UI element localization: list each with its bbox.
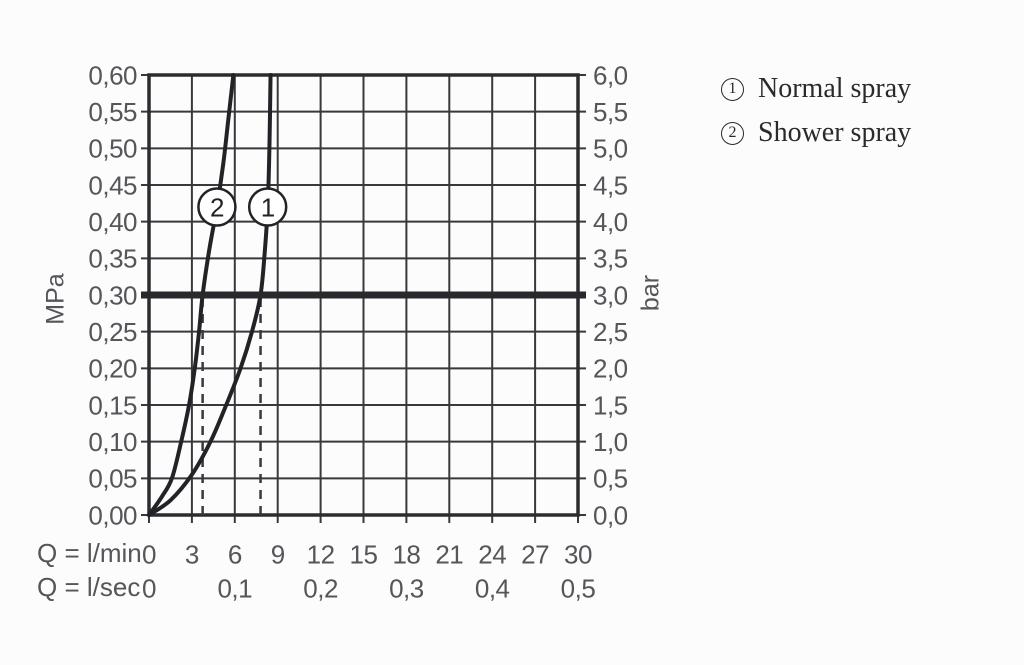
y-left-tick-label: 0,30 [88, 280, 137, 310]
legend-marker-2-icon: 2 [721, 121, 744, 145]
y-left-tick-label: 0,00 [88, 500, 137, 530]
y-left-tick-label: 0,20 [88, 354, 137, 384]
x-tick-label: 9 [271, 539, 285, 569]
y-right-tick-label: 4,5 [593, 170, 628, 200]
x-tick-label: 0,1 [217, 573, 252, 603]
y-left-tick-label: 0,40 [88, 207, 137, 237]
y-left-tick-label: 0,05 [88, 464, 137, 494]
x-tick-label: 24 [478, 539, 506, 569]
x-tick-label: 0,2 [303, 573, 338, 603]
x-tick-label: 0,4 [475, 573, 510, 603]
legend-marker-1-icon: 1 [721, 77, 744, 101]
legend: 1 Normal spray 2 Shower spray [721, 67, 911, 155]
x-tick-labels-row-2: 0 0,1 0,2 0,3 0,4 0,5 [142, 573, 596, 603]
y-right-tick-label: 5,0 [593, 134, 628, 164]
y-right-tick-label: 4,0 [593, 207, 628, 237]
y-right-tick-label: 2,5 [593, 317, 628, 347]
x-tick-label: 0,5 [561, 573, 596, 603]
y-left-tick-label: 0,25 [88, 317, 137, 347]
curve-marker-number-1: 1 [261, 192, 275, 222]
y-left-tick-label: 0,35 [88, 244, 137, 274]
y-right-tick-label: 3,5 [593, 244, 628, 274]
y-left-tick-label: 0,60 [88, 60, 137, 90]
x-axis-lmin-label: Q = l/min [37, 537, 142, 568]
y-left-tick-label: 0,45 [88, 170, 137, 200]
x-axis-lsec-label: Q = l/sec [37, 571, 141, 602]
vertical-gridlines [148, 75, 579, 523]
y-left-tick-label: 0,10 [88, 427, 137, 457]
dashed-guide-lines [201, 295, 262, 515]
x-tick-label: 0 [142, 573, 156, 603]
x-tick-label: 12 [307, 539, 335, 569]
x-tick-label: 21 [435, 539, 463, 569]
curve-shower-spray [147, 73, 236, 517]
curve-marker-circle-2 [197, 187, 237, 227]
x-tick-label: 0,3 [389, 573, 424, 603]
y-left-tick-labels: 0,60 0,55 0,50 0,45 0,40 0,35 0,30 0,25 0,20 0,15… [88, 60, 137, 530]
y-right-tick-labels: 6,0 5,5 5,0 4,5 4,0 3,5 3,0 2,5 2,0 1,5 1,0 0,5 0,0 [593, 60, 628, 530]
series-markers: 12 [197, 187, 288, 227]
x-tick-label: 18 [392, 539, 420, 569]
y-right-tick-label: 0,0 [593, 500, 628, 530]
curve-marker-number-2: 2 [210, 192, 224, 222]
x-tick-label: 30 [564, 539, 592, 569]
y-right-tick-label: 5,5 [593, 97, 628, 127]
legend-label-normal-spray: Normal spray [758, 73, 912, 104]
y-left-tick-label: 0,55 [88, 97, 137, 127]
y-right-tick-label: 1,5 [593, 390, 628, 420]
y-right-tick-label: 3,0 [593, 280, 628, 310]
y-right-axis-unit: bar [636, 274, 665, 312]
x-tick-label: 6 [228, 539, 242, 569]
y-left-tick-label: 0,50 [88, 134, 137, 164]
x-tick-label: 3 [185, 539, 199, 569]
curve-marker-circle-1 [247, 187, 288, 227]
legend-item-normal-spray: 1 Normal spray [721, 67, 911, 111]
legend-item-shower-spray: 2 Shower spray [721, 111, 911, 155]
y-right-tick-label: 0,5 [593, 464, 628, 494]
x-tick-labels-row-1: 0 3 6 9 12 15 18 21 24 27 30 [142, 539, 592, 569]
y-right-tick-label: 1,0 [593, 427, 628, 457]
x-tick-label: 27 [521, 539, 549, 569]
y-right-tick-label: 6,0 [593, 60, 628, 90]
legend-label-shower-spray: Shower spray [758, 117, 912, 148]
x-tick-label: 15 [350, 539, 378, 569]
y-right-tick-label: 2,0 [593, 354, 628, 384]
y-left-tick-label: 0,15 [88, 390, 137, 420]
x-tick-label: 0 [142, 539, 156, 569]
y-left-axis-unit: MPa [41, 273, 70, 325]
